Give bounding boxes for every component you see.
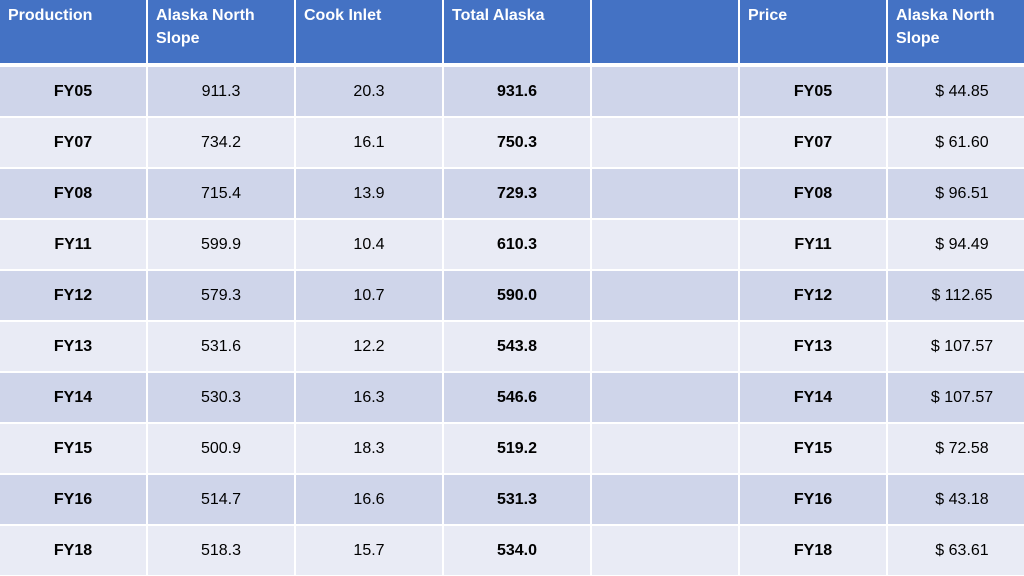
cell-production-year: FY14 — [0, 372, 146, 423]
cell-empty — [592, 270, 738, 321]
cell-empty — [592, 525, 738, 576]
cell-empty — [592, 219, 738, 270]
cell-alaska-north-slope: 734.2 — [148, 117, 294, 168]
cell-cook-inlet: 16.1 — [296, 117, 442, 168]
cell-total-alaska: 931.6 — [444, 66, 590, 117]
cell-cook-inlet: 10.4 — [296, 219, 442, 270]
cell-alaska-north-slope: 579.3 — [148, 270, 294, 321]
cell-production-year: FY15 — [0, 423, 146, 474]
cell-production-year: FY07 — [0, 117, 146, 168]
cell-price-year: FY14 — [740, 372, 886, 423]
cell-cook-inlet: 16.6 — [296, 474, 442, 525]
header-price: Price — [740, 0, 886, 66]
cell-price-year: FY08 — [740, 168, 886, 219]
header-empty — [592, 0, 738, 66]
cell-alaska-north-slope: 518.3 — [148, 525, 294, 576]
header-price-alaska-north-slope: Alaska North Slope — [888, 0, 1024, 66]
cell-price: $ 107.57 — [888, 321, 1024, 372]
cell-production-year: FY13 — [0, 321, 146, 372]
header-ans-text: Alaska North Slope — [156, 7, 255, 47]
cell-total-alaska: 610.3 — [444, 219, 590, 270]
cell-empty — [592, 321, 738, 372]
cell-price-year: FY13 — [740, 321, 886, 372]
cell-empty — [592, 423, 738, 474]
cell-empty — [592, 117, 738, 168]
cell-price-year: FY12 — [740, 270, 886, 321]
cell-total-alaska: 590.0 — [444, 270, 590, 321]
cell-cook-inlet: 16.3 — [296, 372, 442, 423]
cell-price-year: FY16 — [740, 474, 886, 525]
cell-price: $ 63.61 — [888, 525, 1024, 576]
cell-price: $ 96.51 — [888, 168, 1024, 219]
cell-alaska-north-slope: 911.3 — [148, 66, 294, 117]
header-total-alaska: Total Alaska — [444, 0, 590, 66]
cell-production-year: FY11 — [0, 219, 146, 270]
cell-cook-inlet: 13.9 — [296, 168, 442, 219]
header-price-ans-text: Alaska North Slope — [896, 7, 995, 47]
cell-price: $ 112.65 — [888, 270, 1024, 321]
cell-alaska-north-slope: 715.4 — [148, 168, 294, 219]
header-cook-inlet: Cook Inlet — [296, 0, 442, 66]
cell-price-year: FY18 — [740, 525, 886, 576]
cell-total-alaska: 534.0 — [444, 525, 590, 576]
cell-price: $ 107.57 — [888, 372, 1024, 423]
cell-price: $ 43.18 — [888, 474, 1024, 525]
cell-alaska-north-slope: 514.7 — [148, 474, 294, 525]
cell-price: $ 61.60 — [888, 117, 1024, 168]
cell-price: $ 72.58 — [888, 423, 1024, 474]
cell-price: $ 94.49 — [888, 219, 1024, 270]
cell-alaska-north-slope: 500.9 — [148, 423, 294, 474]
cell-empty — [592, 474, 738, 525]
cell-total-alaska: 531.3 — [444, 474, 590, 525]
cell-total-alaska: 519.2 — [444, 423, 590, 474]
cell-total-alaska: 546.6 — [444, 372, 590, 423]
header-alaska-north-slope: Alaska North Slope — [148, 0, 294, 66]
cell-alaska-north-slope: 599.9 — [148, 219, 294, 270]
cell-production-year: FY16 — [0, 474, 146, 525]
cell-cook-inlet: 10.7 — [296, 270, 442, 321]
cell-price-year: FY05 — [740, 66, 886, 117]
cell-total-alaska: 729.3 — [444, 168, 590, 219]
cell-cook-inlet: 18.3 — [296, 423, 442, 474]
cell-production-year: FY08 — [0, 168, 146, 219]
cell-price-year: FY15 — [740, 423, 886, 474]
cell-price: $ 44.85 — [888, 66, 1024, 117]
cell-production-year: FY18 — [0, 525, 146, 576]
cell-total-alaska: 750.3 — [444, 117, 590, 168]
cell-production-year: FY05 — [0, 66, 146, 117]
cell-cook-inlet: 12.2 — [296, 321, 442, 372]
cell-total-alaska: 543.8 — [444, 321, 590, 372]
cell-price-year: FY07 — [740, 117, 886, 168]
cell-alaska-north-slope: 530.3 — [148, 372, 294, 423]
cell-production-year: FY12 — [0, 270, 146, 321]
cell-empty — [592, 168, 738, 219]
cell-alaska-north-slope: 531.6 — [148, 321, 294, 372]
header-production: Production — [0, 0, 146, 66]
cell-empty — [592, 372, 738, 423]
cell-price-year: FY11 — [740, 219, 886, 270]
cell-empty — [592, 66, 738, 117]
cell-cook-inlet: 20.3 — [296, 66, 442, 117]
cell-cook-inlet: 15.7 — [296, 525, 442, 576]
